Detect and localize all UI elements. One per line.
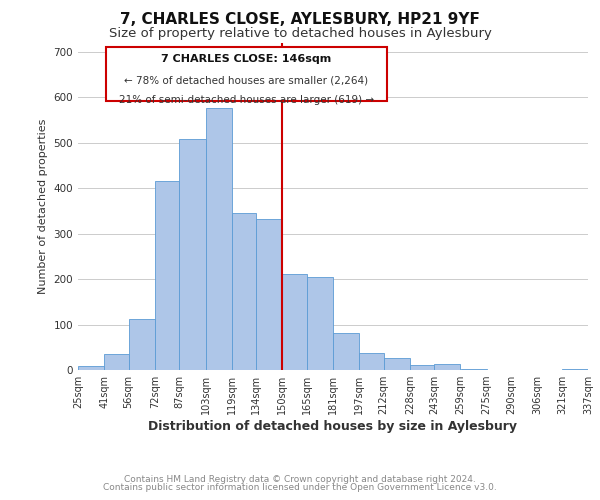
Bar bbox=[461, 368, 487, 370]
Y-axis label: Number of detached properties: Number of detached properties bbox=[38, 118, 48, 294]
Text: Contains public sector information licensed under the Open Government Licence v3: Contains public sector information licen… bbox=[103, 484, 497, 492]
Bar bbox=[78, 366, 104, 370]
Bar bbox=[232, 212, 256, 370]
Bar bbox=[256, 218, 283, 370]
Bar bbox=[562, 369, 588, 370]
Text: Size of property relative to detached houses in Aylesbury: Size of property relative to detached ho… bbox=[109, 28, 491, 40]
Bar bbox=[410, 364, 434, 370]
Bar bbox=[205, 108, 232, 370]
Bar bbox=[383, 358, 410, 370]
Text: Contains HM Land Registry data © Crown copyright and database right 2024.: Contains HM Land Registry data © Crown c… bbox=[124, 475, 476, 484]
FancyBboxPatch shape bbox=[106, 48, 386, 102]
Bar bbox=[128, 319, 155, 370]
Bar bbox=[333, 332, 359, 370]
Text: ← 78% of detached houses are smaller (2,264): ← 78% of detached houses are smaller (2,… bbox=[124, 75, 368, 85]
Bar bbox=[104, 354, 128, 370]
Text: 7 CHARLES CLOSE: 146sqm: 7 CHARLES CLOSE: 146sqm bbox=[161, 54, 331, 64]
X-axis label: Distribution of detached houses by size in Aylesbury: Distribution of detached houses by size … bbox=[149, 420, 517, 433]
Bar bbox=[307, 277, 333, 370]
Text: 21% of semi-detached houses are larger (619) →: 21% of semi-detached houses are larger (… bbox=[119, 95, 374, 105]
Bar bbox=[434, 364, 461, 370]
Text: 7, CHARLES CLOSE, AYLESBURY, HP21 9YF: 7, CHARLES CLOSE, AYLESBURY, HP21 9YF bbox=[120, 12, 480, 28]
Bar bbox=[179, 139, 205, 370]
Bar bbox=[359, 353, 383, 370]
Bar bbox=[155, 181, 179, 370]
Bar bbox=[283, 274, 307, 370]
